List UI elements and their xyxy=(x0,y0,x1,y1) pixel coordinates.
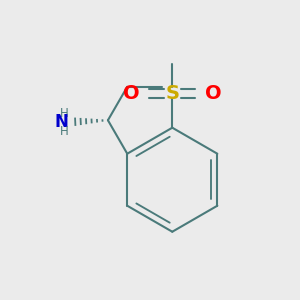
Text: H: H xyxy=(60,107,69,120)
Text: O: O xyxy=(123,84,140,103)
Text: S: S xyxy=(165,84,179,103)
Text: O: O xyxy=(205,84,222,103)
Text: N: N xyxy=(54,113,68,131)
Text: H: H xyxy=(60,125,69,138)
